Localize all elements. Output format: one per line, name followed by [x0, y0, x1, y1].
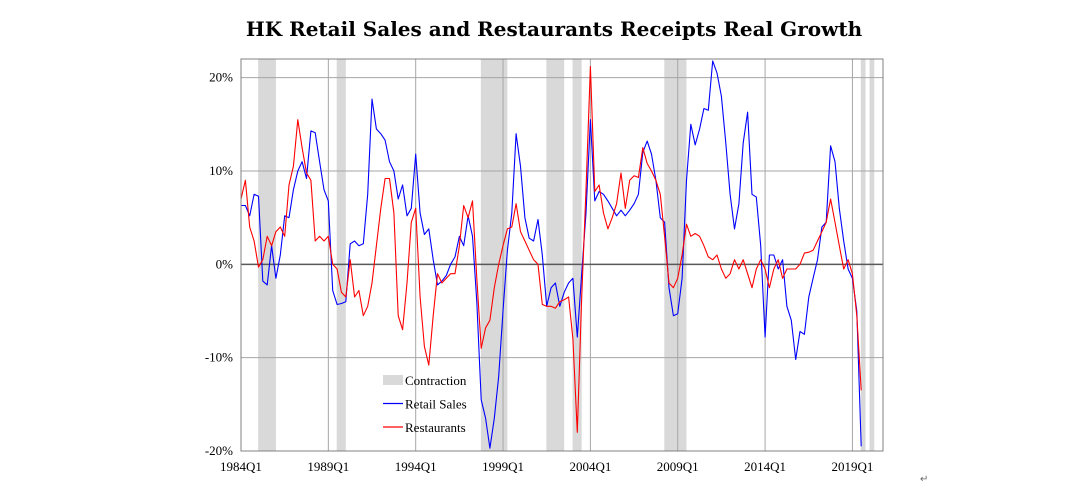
contraction-band-4	[546, 59, 565, 451]
legend-label-restaurants: Restaurants	[405, 420, 466, 435]
contraction-band-8	[869, 59, 875, 451]
y-tick-label-10%: 10%	[209, 163, 233, 178]
contraction-band-2	[336, 59, 346, 451]
paragraph-return-mark: ↵	[920, 474, 929, 485]
series-line-restaurants	[240, 65, 862, 433]
x-tick-label-2004Q1: 2004Q1	[569, 459, 611, 474]
series-line-retail-sales	[241, 60, 862, 449]
x-tick-label-2009Q1: 2009Q1	[657, 459, 699, 474]
x-tick-label-1984Q1: 1984Q1	[220, 459, 262, 474]
legend-swatch-contraction	[383, 375, 403, 385]
y-tick-label-20%: 20%	[209, 70, 233, 85]
y-tick-label--20%: -20%	[205, 443, 233, 458]
x-tick-label-1999Q1: 1999Q1	[482, 459, 524, 474]
legend-label-retail-sales: Retail Sales	[405, 397, 467, 412]
chart-title: HK Retail Sales and Restaurants Receipts…	[246, 17, 863, 41]
contraction-band-7	[860, 59, 866, 451]
axes: 1984Q1 1989Q1 1994Q1 1999Q1 2004Q1 2009Q1 2014…	[205, 58, 884, 474]
y-tick-label--10%: -10%	[205, 350, 233, 365]
contraction-band-6	[664, 59, 687, 451]
contraction-band-5	[572, 59, 582, 451]
contraction-shading	[258, 59, 875, 451]
series-lines	[240, 60, 862, 449]
x-tick-label-1989Q1: 1989Q1	[307, 459, 349, 474]
x-tick-label-2014Q1: 2014Q1	[744, 459, 786, 474]
legend: Contraction Retail Sales Restaurants	[383, 373, 467, 435]
contraction-band-1	[258, 59, 276, 451]
legend-label-contraction: Contraction	[405, 373, 467, 388]
x-tick-label-1994Q1: 1994Q1	[395, 459, 437, 474]
y-tick-label-0%: 0%	[216, 256, 234, 271]
x-tick-label-2019Q1: 2019Q1	[831, 459, 873, 474]
plot-frame	[240, 58, 884, 452]
